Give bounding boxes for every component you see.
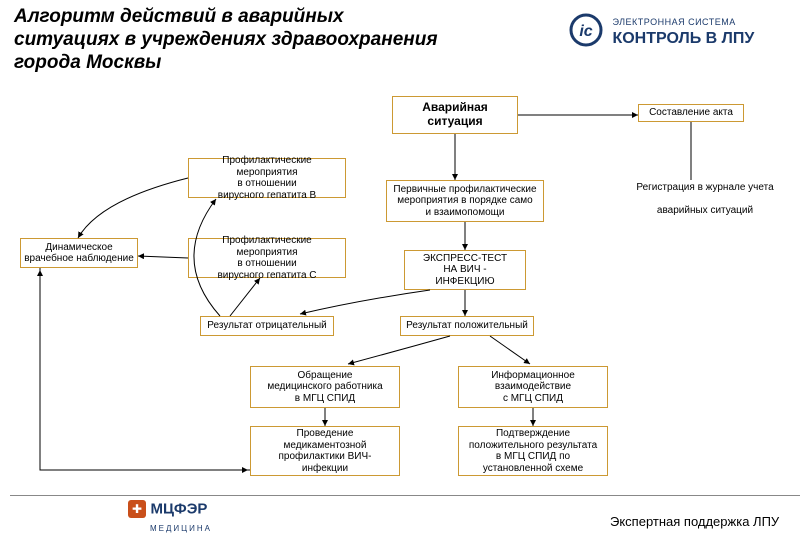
footer-divider — [10, 495, 800, 496]
node-emergency: Аварийная ситуация — [392, 96, 518, 134]
node-dynamic: Динамическоеврачебное наблюдение — [20, 238, 138, 268]
node-respos: Результат положительный — [400, 316, 534, 336]
page-title: Алгоритм действий в аварийныхситуациях в… — [14, 6, 544, 74]
node-resneg: Результат отрицательный — [200, 316, 334, 336]
logo-bottom-text2: МЕДИЦИНА — [150, 524, 212, 533]
node-prophB: Профилактические мероприятияв отношениив… — [188, 158, 346, 198]
node-info: Информационноевзаимодействиес МГЦ СПИД — [458, 366, 608, 408]
node-appeal: Обращениемедицинского работникав МГЦ СПИ… — [250, 366, 400, 408]
logo-line2: КОНТРОЛЬ В ЛПУ — [612, 30, 754, 47]
logo-line1: ЭЛЕКТРОННАЯ СИСТЕМА — [612, 17, 735, 27]
node-prophC: Профилактические мероприятияв отношениив… — [188, 238, 346, 278]
logo-top: ic ЭЛЕКТРОННАЯ СИСТЕМА КОНТРОЛЬ В ЛПУ — [568, 12, 754, 48]
logo-bottom: ✚ МЦФЭР МЕДИЦИНА — [128, 500, 212, 536]
node-act: Составление акта — [638, 104, 744, 122]
node-medic: Проведениемедикаментознойпрофилактики ВИ… — [250, 426, 400, 476]
node-primary: Первичные профилактическиемероприятия в … — [386, 180, 544, 222]
logo-bottom-text1: МЦФЭР — [150, 501, 207, 518]
svg-text:ic: ic — [579, 23, 592, 40]
footer-text: Экспертная поддержка ЛПУ — [610, 515, 779, 530]
node-express: ЭКСПРЕСС-ТЕСТНА ВИЧ -ИНФЕКЦИЮ — [404, 250, 526, 290]
node-confirm: Подтверждениеположительного результатав … — [458, 426, 608, 476]
flowchart-canvas: { "title": "Алгоритм действий в аварийны… — [0, 0, 810, 540]
label-registry: Регистрация в журнале учетааварийных сит… — [630, 182, 780, 214]
